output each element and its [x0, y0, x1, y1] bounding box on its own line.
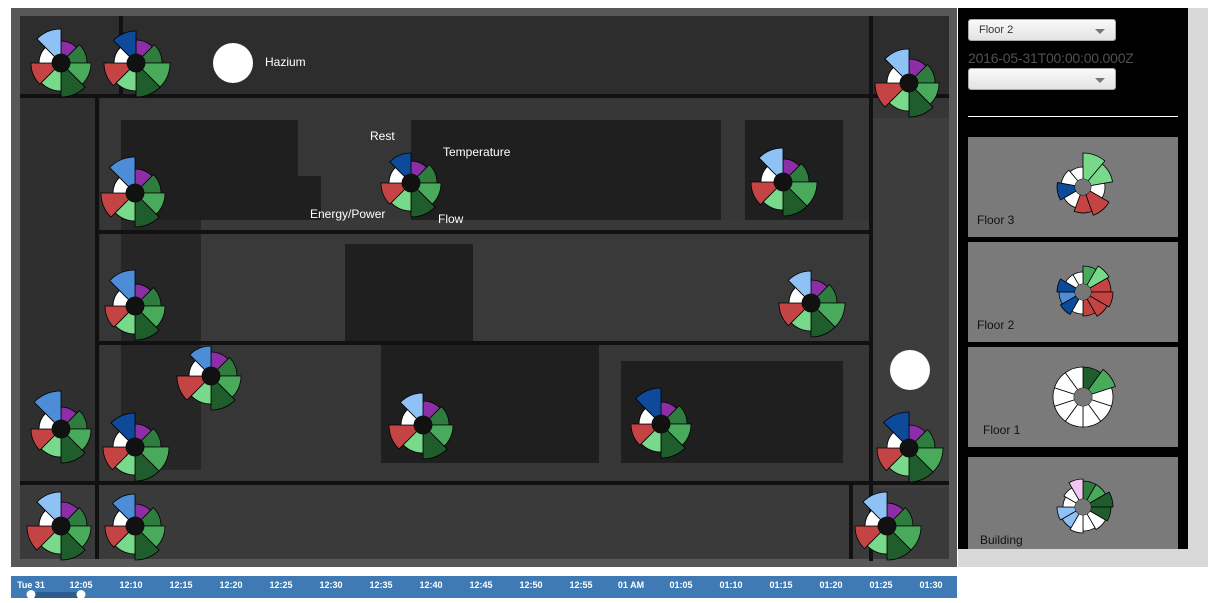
timeline-tick-label: 01:10 [719, 580, 743, 590]
glyph-hub [1075, 179, 1091, 195]
summary-card-floor-2[interactable]: Floor 2 [968, 242, 1178, 342]
glyph-hub [802, 294, 820, 312]
zone-glyphs[interactable] [26, 28, 944, 561]
room-office-d [345, 244, 473, 344]
summary-card-building[interactable]: Building [968, 457, 1178, 557]
glyph-hub [900, 74, 918, 92]
glyph-hub [402, 174, 420, 192]
floor-select[interactable]: Floor 2 [968, 19, 1116, 41]
floor-1-summary-glyph [1052, 366, 1116, 428]
glyph-hub [1075, 284, 1091, 300]
wall [95, 341, 871, 345]
wall [849, 485, 853, 559]
timeline-tick-label: 01:20 [819, 580, 843, 590]
glyph-hub [1074, 388, 1092, 406]
timeline-tick-label: 12:40 [419, 580, 443, 590]
timeline-tick-label: 01:05 [669, 580, 693, 590]
wall [20, 481, 949, 485]
wall [869, 16, 873, 561]
wall [95, 96, 99, 559]
floor-select-value: Floor 2 [979, 24, 1014, 36]
glyph-hub [652, 415, 670, 433]
glyph-hub [52, 54, 70, 72]
timeline-end-handle[interactable] [76, 590, 86, 599]
glyph-hub [878, 517, 896, 535]
timeline-tick-label: 12:35 [369, 580, 393, 590]
hazium-sensor-marker[interactable] [213, 43, 253, 83]
summary-label: Floor 2 [977, 318, 1015, 332]
room-central-hall [201, 220, 871, 345]
chevron-down-icon [1095, 78, 1105, 83]
glyph-hub [900, 439, 918, 457]
hazium-sensor-marker[interactable] [890, 350, 930, 390]
timeline-tick-label: 12:10 [119, 580, 143, 590]
timeline-tick-label: 12:55 [569, 580, 593, 590]
room-office-b [411, 120, 721, 220]
glyph-hub [127, 54, 145, 72]
timeline-tick-label: 01:30 [919, 580, 943, 590]
timeline-start-handle[interactable] [26, 590, 36, 599]
timeline-tick-label: 12:25 [269, 580, 293, 590]
room-south-wing [20, 483, 949, 559]
glyph-hub [126, 297, 144, 315]
timeline-tick-label: 12:20 [219, 580, 243, 590]
timeline-tick-label: 01:15 [769, 580, 793, 590]
chevron-down-icon [1095, 29, 1105, 34]
glyph-hub [126, 517, 144, 535]
glyph-hub [126, 438, 144, 456]
legend-rest-label: Rest [370, 129, 395, 143]
timeline-selection[interactable] [31, 592, 81, 598]
glyph-hub [1075, 499, 1091, 515]
floor-map-panel[interactable]: Hazium Rest Temperature Energy/Power Flo… [11, 8, 957, 567]
timeline-tick-label: 01:25 [869, 580, 893, 590]
scroll-gutter [1188, 8, 1208, 567]
panel-divider [968, 116, 1178, 117]
glyph-hub [52, 517, 70, 535]
building-summary-glyph [1056, 478, 1114, 534]
timeline-tick-label: Tue 31 [17, 580, 45, 590]
timeline-tick-label: 12:05 [69, 580, 93, 590]
timeline-tick-label: 12:15 [169, 580, 193, 590]
floor-2-summary-glyph [1056, 265, 1114, 317]
legend-energy-power-label: Energy/Power [310, 207, 385, 221]
wall [95, 230, 871, 234]
summary-label: Building [980, 533, 1023, 547]
timeline-tick-label: 12:50 [519, 580, 543, 590]
summary-label: Floor 1 [983, 423, 1021, 437]
glyph-hub [52, 420, 70, 438]
wall [20, 94, 949, 98]
glyph-hub [414, 416, 432, 434]
summary-card-floor-3[interactable]: Floor 3 [968, 137, 1178, 237]
secondary-select[interactable] [968, 68, 1116, 90]
timeline-tick-label: 01 AM [617, 580, 645, 590]
room-north-wing [20, 16, 949, 96]
hazium-label: Hazium [265, 55, 306, 69]
legend-temperature-label: Temperature [443, 145, 511, 159]
summary-label: Floor 3 [977, 213, 1015, 227]
legend-flow-label: Flow [438, 212, 464, 226]
timestamp-display: 2016-05-31T00:00:00.000Z [968, 50, 1134, 66]
floor-map[interactable]: Hazium Rest Temperature Energy/Power Flo… [11, 8, 957, 567]
glyph-hub [774, 173, 792, 191]
room-office-a-ext [298, 176, 321, 220]
glyph-hub [126, 184, 144, 202]
timeline-tick-label: 12:45 [469, 580, 493, 590]
glyph-hub [202, 367, 220, 385]
control-panel: Floor 2 2016-05-31T00:00:00.000Z Floor 3… [958, 8, 1188, 557]
floor-3-summary-glyph [1056, 152, 1114, 216]
panel-footer [958, 549, 1208, 567]
timeline-tick-label: 12:30 [319, 580, 343, 590]
summary-card-floor-1[interactable]: Floor 1 [968, 347, 1178, 447]
timeline-slider[interactable]: Tue 31 12:05 12:10 12:15 12:20 12:25 12:30 12:3… [11, 576, 957, 599]
